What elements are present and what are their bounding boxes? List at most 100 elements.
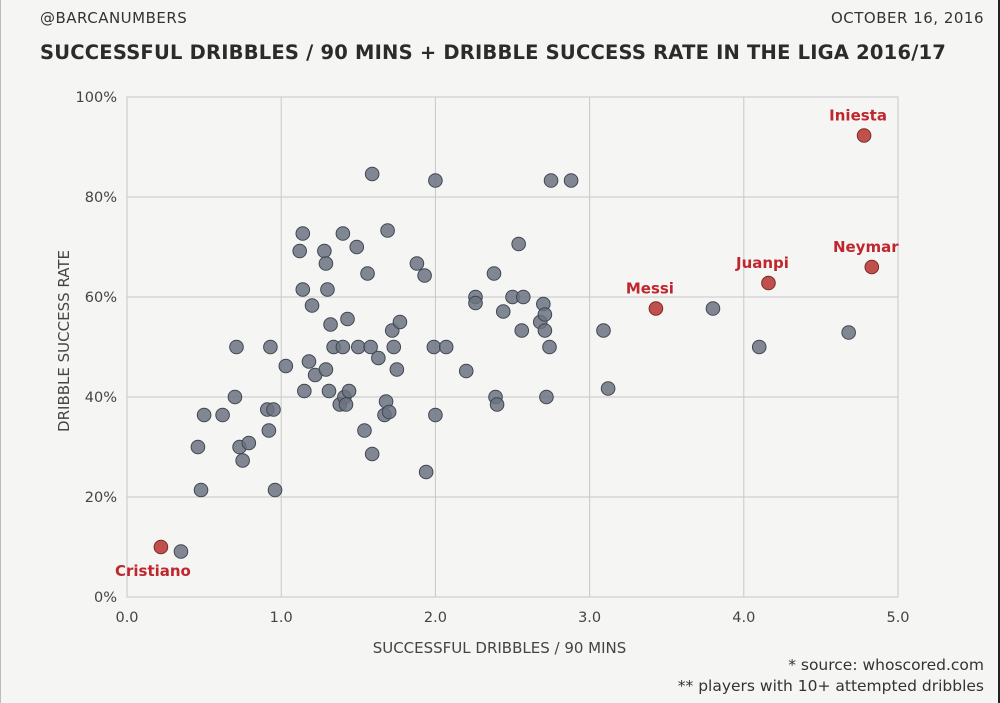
- x-tick-label: 0.0: [115, 610, 138, 626]
- axes: 0.0 1.0 2.0 3.0 4.0 5.0 0% 20% 40% 60% 80% 100%: [76, 90, 910, 626]
- player-point: [349, 239, 365, 255]
- player-point: [318, 256, 334, 271]
- player-point: [360, 266, 375, 281]
- player-point: [173, 544, 189, 559]
- player-point: [261, 423, 277, 438]
- player-point: [418, 464, 434, 480]
- player-point: [323, 317, 338, 332]
- player-point: [596, 323, 611, 338]
- highlight-label-iniesta: Iniesta: [829, 107, 887, 125]
- highlight-label-messi: Messi: [626, 280, 674, 298]
- y-tick-label: 20%: [85, 490, 117, 506]
- player-point: [426, 339, 442, 355]
- player-point: [229, 339, 244, 355]
- x-tick-label: 5.0: [886, 610, 909, 626]
- x-tick-label: 4.0: [732, 610, 755, 626]
- player-point: [193, 482, 209, 498]
- player-point: [409, 256, 425, 271]
- x-tick-label: 3.0: [578, 610, 601, 626]
- player-point: [563, 173, 579, 188]
- player-point: [511, 236, 526, 252]
- player-point: [295, 226, 311, 241]
- player-point: [227, 389, 243, 405]
- player-point: [539, 389, 554, 405]
- player-point: [458, 363, 474, 379]
- player-point: [241, 435, 257, 451]
- player-point: [357, 423, 372, 438]
- y-axis-label: DRIBBLE SUCCESS RATE: [55, 250, 73, 432]
- player-point: [301, 354, 317, 369]
- player-point: [317, 243, 332, 259]
- player-point: [392, 314, 408, 330]
- player-point: [335, 339, 351, 355]
- highlight-label-juanpi: Juanpi: [735, 254, 789, 272]
- highlight-label-neymar: Neymar: [833, 238, 899, 256]
- criteria-note: ** players with 10+ attempted dribbles: [677, 677, 984, 695]
- player-point: [338, 397, 354, 412]
- player-point: [515, 289, 531, 305]
- player-point: [196, 407, 212, 423]
- highlight-point-cristiano: [153, 539, 169, 555]
- highlighted-players: Iniesta Neymar Juanpi Messi Cristiano: [115, 107, 899, 581]
- player-point: [267, 482, 283, 498]
- player-point: [190, 439, 206, 455]
- player-point: [537, 323, 553, 338]
- player-point: [489, 397, 505, 412]
- player-point: [364, 166, 380, 182]
- player-point: [335, 226, 351, 241]
- y-tick-label: 60%: [85, 290, 117, 306]
- player-point: [705, 301, 721, 316]
- author-handle: @BARCANUMBERS: [40, 9, 188, 27]
- player-point: [363, 339, 378, 355]
- x-axis-label: SUCCESSFUL DRIBBLES / 90 MINS: [373, 639, 627, 657]
- player-point: [381, 404, 397, 420]
- left-border: [0, 0, 1, 703]
- y-tick-label: 40%: [85, 390, 117, 406]
- player-point: [495, 304, 511, 319]
- y-tick-label: 80%: [85, 190, 117, 206]
- player-point: [235, 453, 250, 468]
- player-point: [364, 446, 380, 462]
- highlight-point-neymar: [864, 259, 880, 275]
- y-tick-label: 0%: [94, 590, 117, 606]
- player-point: [386, 339, 402, 355]
- highlight-point-messi: [648, 301, 664, 316]
- x-tick-label: 2.0: [424, 610, 447, 626]
- player-point: [320, 282, 335, 297]
- player-point: [841, 325, 856, 340]
- player-point: [304, 298, 320, 313]
- player-point: [371, 350, 386, 366]
- player-point: [341, 383, 357, 399]
- player-point: [428, 173, 443, 188]
- source-note: * source: whoscored.com: [788, 656, 984, 674]
- player-point: [600, 381, 616, 396]
- player-point: [295, 282, 311, 297]
- player-point: [417, 268, 432, 283]
- player-point: [543, 173, 559, 188]
- player-point: [292, 243, 308, 259]
- player-point: [318, 362, 334, 377]
- player-point: [321, 383, 337, 399]
- player-point: [468, 295, 483, 311]
- player-point: [351, 339, 366, 355]
- player-point: [215, 407, 230, 423]
- publish-date: OCTOBER 16, 2016: [830, 9, 984, 27]
- player-point: [340, 311, 355, 327]
- right-border: [998, 0, 1000, 703]
- data-points: [173, 166, 856, 559]
- player-point: [751, 339, 767, 355]
- player-point: [278, 358, 294, 374]
- player-point: [428, 407, 443, 423]
- player-point: [486, 266, 502, 281]
- player-point: [514, 323, 530, 338]
- highlight-point-juanpi: [761, 275, 776, 291]
- player-point: [542, 339, 557, 355]
- highlight-label-cristiano: Cristiano: [115, 562, 191, 580]
- player-point: [380, 223, 395, 238]
- x-tick-label: 1.0: [270, 610, 293, 626]
- player-point: [266, 402, 281, 417]
- player-point: [438, 339, 454, 355]
- player-point: [263, 339, 278, 355]
- highlight-point-iniesta: [856, 128, 872, 143]
